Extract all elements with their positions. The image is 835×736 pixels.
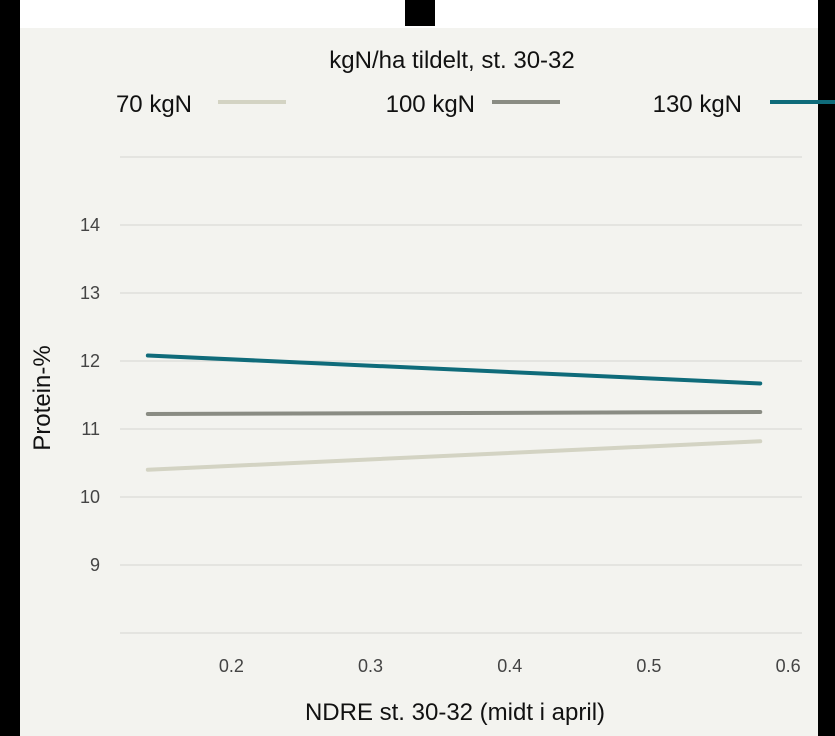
y-tick-label: 11 bbox=[81, 419, 100, 439]
legend-title: kgN/ha tildelt, st. 30-32 bbox=[329, 47, 574, 74]
x-axis-title: NDRE st. 30-32 (midt i april) bbox=[305, 699, 605, 726]
gridlines bbox=[120, 156, 802, 634]
y-tick-labels: 9 10 11 12 13 14 bbox=[80, 215, 100, 575]
x-tick-label: 0.4 bbox=[497, 656, 522, 676]
series-lines bbox=[145, 353, 763, 472]
x-tick-label: 0.6 bbox=[776, 656, 801, 676]
legend-label: 100 kgN bbox=[386, 91, 475, 118]
y-tick-label: 13 bbox=[80, 283, 100, 303]
y-tick-label: 9 bbox=[90, 555, 100, 575]
legend-label: 130 kgN bbox=[653, 91, 742, 118]
right-border bbox=[818, 0, 835, 736]
x-tick-label: 0.2 bbox=[219, 656, 244, 676]
y-tick-label: 10 bbox=[80, 487, 100, 507]
legend: 70 kgN 100 kgN 130 kgN bbox=[116, 91, 835, 118]
series-line-70-kgn bbox=[145, 439, 763, 472]
legend-label: 70 kgN bbox=[116, 91, 192, 118]
series-line-100-kgn bbox=[145, 410, 763, 417]
clipped-title-fragment bbox=[405, 0, 435, 26]
y-tick-label: 12 bbox=[80, 351, 100, 371]
x-tick-label: 0.3 bbox=[358, 656, 383, 676]
y-tick-label: 14 bbox=[80, 215, 100, 235]
left-border bbox=[0, 0, 20, 736]
x-tick-label: 0.5 bbox=[636, 656, 661, 676]
y-axis-title: Protein-% bbox=[29, 345, 56, 450]
series-line-130-kgn bbox=[145, 353, 763, 386]
x-tick-labels: 0.2 0.3 0.4 0.5 0.6 bbox=[219, 656, 801, 676]
